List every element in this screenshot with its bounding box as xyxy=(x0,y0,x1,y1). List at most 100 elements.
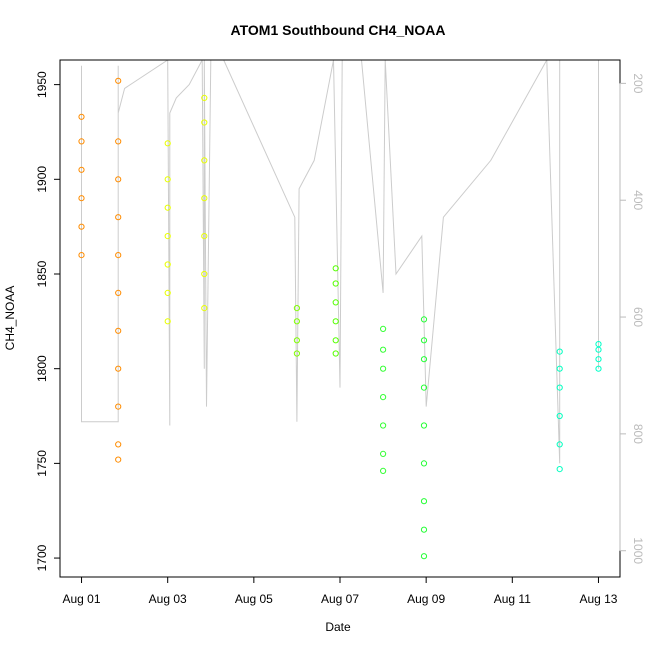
y-tick-label: 1750 xyxy=(35,450,49,477)
data-point xyxy=(164,140,171,147)
x-tick-label: Aug 07 xyxy=(321,592,359,606)
data-point xyxy=(201,305,208,312)
data-point xyxy=(595,341,602,348)
y2-tick-label: 800 xyxy=(631,424,645,444)
data-point xyxy=(115,252,122,259)
data-point xyxy=(380,450,387,457)
data-point xyxy=(556,412,563,420)
series-9 xyxy=(595,341,602,372)
data-point xyxy=(380,422,387,429)
data-point xyxy=(420,384,428,391)
data-point xyxy=(164,261,171,268)
series-1 xyxy=(115,77,122,463)
y-tick-label: 1950 xyxy=(35,71,49,98)
data-point xyxy=(201,119,208,126)
y2-axis: 200 400 600 800 1000 xyxy=(619,73,645,564)
data-point xyxy=(420,553,428,560)
series-2 xyxy=(164,140,171,325)
data-point xyxy=(420,356,428,363)
series-7 xyxy=(420,316,428,560)
data-point xyxy=(115,77,122,84)
data-point xyxy=(556,348,563,355)
data-point xyxy=(420,316,428,323)
y2-tick-label: 1000 xyxy=(631,537,645,564)
data-point xyxy=(115,456,122,463)
data-point xyxy=(164,176,171,183)
data-point xyxy=(293,337,300,344)
data-point xyxy=(293,318,300,325)
data-point xyxy=(164,318,171,325)
series-4 xyxy=(293,305,300,357)
data-point xyxy=(420,498,428,505)
data-point xyxy=(78,138,85,145)
data-point xyxy=(201,195,208,202)
data-point xyxy=(115,403,122,410)
data-point xyxy=(115,176,122,183)
data-point xyxy=(115,327,122,334)
series-0 xyxy=(78,113,85,259)
data-point xyxy=(115,138,122,145)
data-point xyxy=(115,214,122,221)
y-axis-label: CH4_NOAA xyxy=(3,286,17,351)
x-axis-label: Date xyxy=(325,620,351,634)
x-tick-label: Aug 01 xyxy=(63,592,101,606)
plot-area xyxy=(78,60,602,560)
y-tick-label: 1850 xyxy=(35,260,49,287)
x-tick-label: Aug 13 xyxy=(579,592,617,606)
data-point xyxy=(595,356,602,363)
data-point xyxy=(164,233,171,240)
y-tick-label: 1700 xyxy=(35,544,49,571)
data-point xyxy=(420,526,428,533)
data-point xyxy=(556,466,563,473)
data-point xyxy=(332,265,339,272)
data-point xyxy=(78,252,85,259)
series-6 xyxy=(380,325,387,474)
y-axis: 1700 1750 1800 1850 1900 1950 xyxy=(35,71,61,571)
data-point xyxy=(115,365,122,372)
data-point xyxy=(201,270,208,278)
data-point xyxy=(78,113,85,120)
x-axis: Aug 01 Aug 03 Aug 05 Aug 07 Aug 09 Aug 11 Aug … xyxy=(63,576,618,606)
data-point xyxy=(332,337,339,344)
y2-tick-label: 400 xyxy=(631,190,645,210)
altitude-track-line xyxy=(81,60,599,464)
data-point xyxy=(420,337,428,344)
data-point xyxy=(556,441,563,448)
data-point xyxy=(293,350,300,357)
data-point xyxy=(595,365,602,372)
data-point xyxy=(380,394,387,401)
data-point xyxy=(332,318,339,325)
x-tick-label: Aug 11 xyxy=(494,592,531,606)
data-point xyxy=(78,223,85,230)
y2-tick-label: 200 xyxy=(631,73,645,93)
series-5 xyxy=(332,265,339,357)
data-point xyxy=(380,467,387,474)
chart-title: ATOM1 Southbound CH4_NOAA xyxy=(231,22,446,38)
data-point xyxy=(380,325,387,332)
x-tick-label: Aug 05 xyxy=(235,592,273,606)
data-point xyxy=(115,441,122,448)
series-3 xyxy=(201,94,208,312)
data-point xyxy=(556,365,563,372)
data-point xyxy=(380,346,387,353)
data-point xyxy=(556,384,563,391)
data-point xyxy=(293,305,300,312)
data-point xyxy=(164,289,171,296)
data-point xyxy=(78,195,85,202)
data-point xyxy=(420,460,428,467)
y-tick-label: 1900 xyxy=(35,166,49,193)
data-point xyxy=(332,350,339,357)
data-point xyxy=(332,280,339,287)
data-point xyxy=(380,365,387,372)
y2-tick-label: 600 xyxy=(631,307,645,327)
data-point xyxy=(420,422,428,429)
x-tick-label: Aug 09 xyxy=(407,592,445,606)
data-point xyxy=(201,233,208,240)
data-point xyxy=(164,204,171,211)
data-point xyxy=(201,157,208,164)
y-tick-label: 1800 xyxy=(35,355,49,382)
x-tick-label: Aug 03 xyxy=(149,592,187,606)
data-point xyxy=(201,94,208,102)
series-8 xyxy=(556,348,563,473)
